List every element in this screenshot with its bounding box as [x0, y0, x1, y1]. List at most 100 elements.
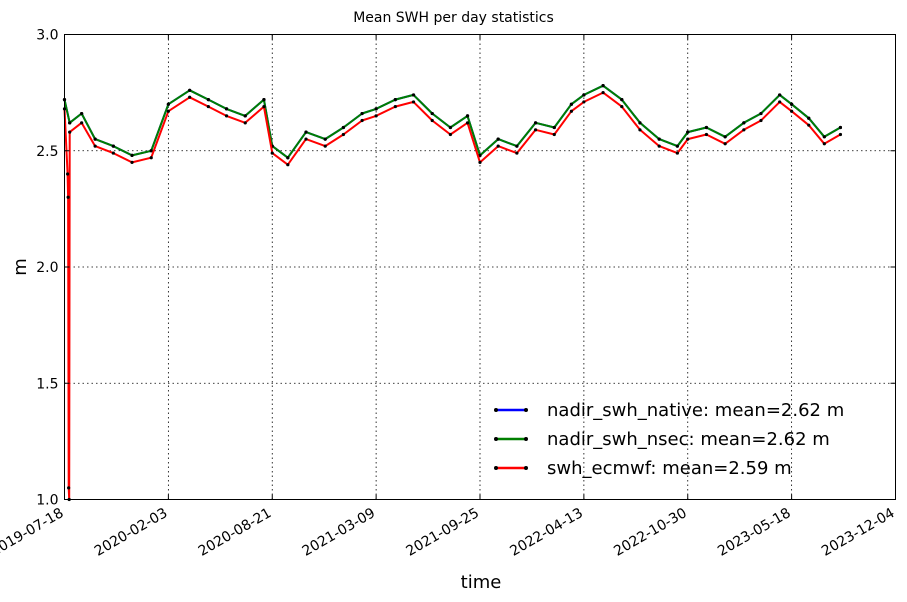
legend-label-swh_ecmwf: swh_ecmwf: mean=2.59 m: [547, 458, 792, 479]
x-tick-label: 2022-04-13: [507, 505, 585, 560]
data-point-swh_ecmwf: [465, 121, 470, 125]
data-point-swh_ecmwf: [130, 160, 134, 164]
data-point-nadir_swh_nsec: [393, 98, 397, 102]
data-point-nadir_swh_nsec: [704, 125, 709, 130]
legend-marker: [524, 437, 528, 441]
y-tick-label: 1.0: [36, 493, 58, 509]
data-point-swh_ecmwf: [838, 132, 843, 137]
x-axis-label: time: [461, 572, 502, 593]
data-point-nadir_swh_nsec: [807, 116, 811, 120]
data-point-nadir_swh_nsec: [360, 111, 364, 116]
data-point-swh_ecmwf: [675, 151, 679, 155]
data-point-nadir_swh_nsec: [822, 135, 826, 139]
data-point-swh_ecmwf: [224, 114, 229, 118]
data-point-swh_ecmwf: [807, 123, 811, 127]
data-point-swh_ecmwf: [93, 144, 97, 148]
data-point-swh_ecmwf: [411, 100, 416, 104]
data-point-swh_ecmwf: [515, 151, 519, 155]
data-point-swh_ecmwf: [790, 109, 794, 113]
data-point-nadir_swh_nsec: [515, 144, 519, 148]
data-point-swh_ecmwf: [448, 132, 452, 137]
data-point-swh_ecmwf: [68, 130, 72, 134]
legend-marker: [494, 437, 498, 441]
x-tick-label: 2020-02-03: [92, 505, 170, 560]
data-point-nadir_swh_nsec: [601, 84, 605, 88]
data-point-swh_ecmwf: [360, 118, 364, 123]
data-point-nadir_swh_nsec: [341, 125, 346, 130]
data-point-nadir_swh_nsec: [93, 137, 97, 141]
data-point-nadir_swh_nsec: [686, 130, 690, 134]
data-point-swh_ecmwf: [496, 144, 500, 148]
data-point-nadir_swh_nsec: [675, 144, 679, 148]
data-point-swh_ecmwf: [533, 128, 538, 132]
data-point-swh_ecmwf: [582, 100, 586, 104]
data-point-swh_ecmwf: [569, 109, 574, 113]
data-point-swh_ecmwf: [270, 151, 274, 155]
y-tick-label: 2.5: [36, 144, 58, 160]
data-point-nadir_swh_nsec: [465, 114, 470, 118]
data-point-nadir_swh_nsec: [790, 102, 794, 106]
data-point-swh_ecmwf: [723, 142, 727, 146]
chart-title: Mean SWH per day statistics: [353, 10, 554, 26]
x-tick-label: 2021-03-09: [300, 505, 378, 560]
data-point-nadir_swh_nsec: [657, 137, 661, 141]
data-point-nadir_swh_nsec: [130, 153, 134, 157]
y-tick-label: 2.0: [36, 260, 58, 276]
data-point-nadir_swh_nsec: [188, 88, 192, 92]
data-point-nadir_swh_nsec: [778, 93, 782, 97]
data-point-nadir_swh_nsec: [374, 107, 378, 111]
data-point-swh_ecmwf: [341, 132, 346, 137]
data-point-nadir_swh_nsec: [620, 98, 624, 102]
data-point-swh_ecmwf: [66, 195, 70, 199]
x-tick-label: 2022-10-30: [611, 505, 689, 560]
data-point-nadir_swh_nsec: [304, 130, 308, 134]
data-point-nadir_swh_nsec: [552, 125, 556, 130]
data-point-swh_ecmwf: [822, 142, 826, 146]
legend-marker: [524, 466, 528, 470]
data-point-nadir_swh_nsec: [149, 149, 153, 153]
legend-marker: [524, 408, 528, 412]
data-point-swh_ecmwf: [430, 118, 434, 123]
data-point-nadir_swh_nsec: [323, 137, 327, 141]
data-point-swh_ecmwf: [393, 104, 397, 109]
data-point-nadir_swh_nsec: [243, 114, 247, 118]
data-point-nadir_swh_nsec: [80, 111, 84, 116]
data-point-nadir_swh_nsec: [430, 111, 434, 116]
x-tick-label: 2021-09-25: [404, 505, 482, 560]
data-point-nadir_swh_nsec: [68, 121, 72, 125]
legend: nadir_swh_native: mean=2.62 m nadir_swh_n…: [494, 400, 844, 479]
data-point-swh_ecmwf: [67, 486, 71, 490]
data-point-nadir_swh_nsec: [569, 102, 574, 106]
data-point-nadir_swh_nsec: [478, 153, 482, 157]
data-point-nadir_swh_nsec: [286, 156, 290, 160]
data-point-swh_ecmwf: [620, 104, 624, 109]
data-point-swh_ecmwf: [323, 144, 327, 148]
data-point-swh_ecmwf: [166, 109, 170, 113]
data-point-swh_ecmwf: [286, 163, 290, 167]
data-point-swh_ecmwf: [304, 137, 308, 141]
y-axis: 1.0 1.5 2.0 2.5 3.0: [36, 28, 896, 509]
data-point-swh_ecmwf: [552, 132, 556, 137]
data-point-nadir_swh_nsec: [742, 121, 746, 125]
data-point-nadir_swh_nsec: [759, 111, 763, 116]
data-point-swh_ecmwf: [742, 128, 746, 132]
data-point-swh_ecmwf: [111, 151, 115, 155]
y-tick-label: 3.0: [36, 28, 58, 44]
data-point-nadir_swh_nsec: [838, 125, 843, 130]
data-point-nadir_swh_nsec: [496, 137, 500, 141]
x-tick-label: 2023-12-04: [819, 505, 898, 560]
data-point-nadir_swh_nsec: [533, 121, 538, 125]
data-point-swh_ecmwf: [262, 104, 266, 109]
data-point-swh_ecmwf: [478, 160, 482, 164]
series-line-nadir_swh_nsec: [63, 84, 841, 159]
data-point-swh_ecmwf: [149, 156, 153, 160]
data-point-swh_ecmwf: [759, 118, 763, 123]
legend-label-nadir_swh_nsec: nadir_swh_nsec: mean=2.62 m: [547, 429, 830, 450]
series-lines: [62, 84, 843, 502]
data-point-nadir_swh_nsec: [723, 135, 727, 139]
x-tick-label: 2019-07-18: [0, 505, 66, 560]
data-point-swh_ecmwf: [601, 91, 605, 95]
data-point-swh_ecmwf: [188, 95, 192, 99]
data-point-swh_ecmwf: [657, 144, 661, 148]
